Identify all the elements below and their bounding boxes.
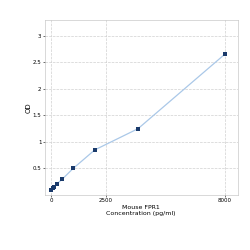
- Point: [93, 148, 97, 152]
- Point: [136, 127, 140, 131]
- Point: [55, 182, 59, 186]
- Point: [50, 188, 54, 192]
- Y-axis label: OD: OD: [26, 102, 32, 113]
- Point: [60, 177, 64, 181]
- X-axis label: Mouse FPR1
Concentration (pg/ml): Mouse FPR1 Concentration (pg/ml): [106, 205, 176, 216]
- Point: [222, 52, 226, 56]
- Point: [51, 186, 55, 190]
- Point: [71, 166, 75, 170]
- Point: [52, 184, 56, 188]
